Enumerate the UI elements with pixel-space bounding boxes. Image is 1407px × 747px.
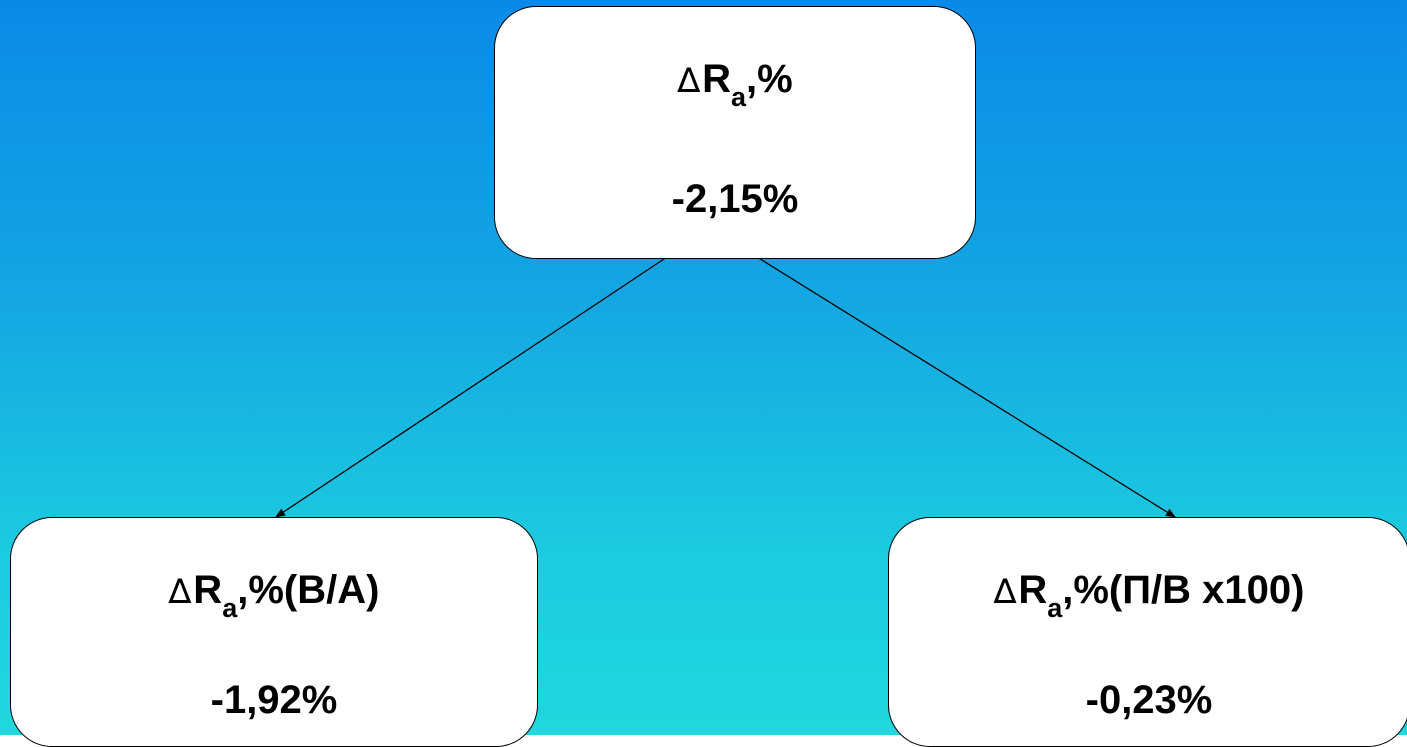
label-subscript: a <box>730 82 746 112</box>
label-main: R <box>1018 568 1048 612</box>
edge-top-to-left <box>275 256 668 518</box>
node-left-value: -1,92% <box>210 678 338 722</box>
node-top-label: ∆Ra,% <box>495 55 975 112</box>
node-top-value: -2,15% <box>671 177 799 221</box>
delta-symbol: ∆ <box>993 572 1017 612</box>
node-left-factor: ∆Ra,%(В/А) -1,92% <box>10 517 538 747</box>
node-left-label: ∆Ra,%(В/А) <box>11 566 537 623</box>
delta-symbol: ∆ <box>677 61 701 101</box>
label-subscript: a <box>222 593 238 623</box>
node-right-value: -0,23% <box>1085 678 1213 722</box>
node-right-factor: ∆Ra,%(П/В х100) -0,23% <box>888 517 1407 747</box>
edge-top-to-right <box>756 256 1176 518</box>
label-suffix: ,%(П/В х100) <box>1062 568 1305 612</box>
label-subscript: a <box>1047 593 1063 623</box>
label-main: R <box>702 57 731 101</box>
node-top-total-change: ∆Ra,% -2,15% <box>494 6 976 259</box>
delta-symbol: ∆ <box>168 572 192 612</box>
node-right-label: ∆Ra,%(П/В х100) <box>889 566 1407 623</box>
label-suffix: ,% <box>745 57 793 101</box>
label-main: R <box>193 568 223 612</box>
label-suffix: ,%(В/А) <box>237 568 380 612</box>
